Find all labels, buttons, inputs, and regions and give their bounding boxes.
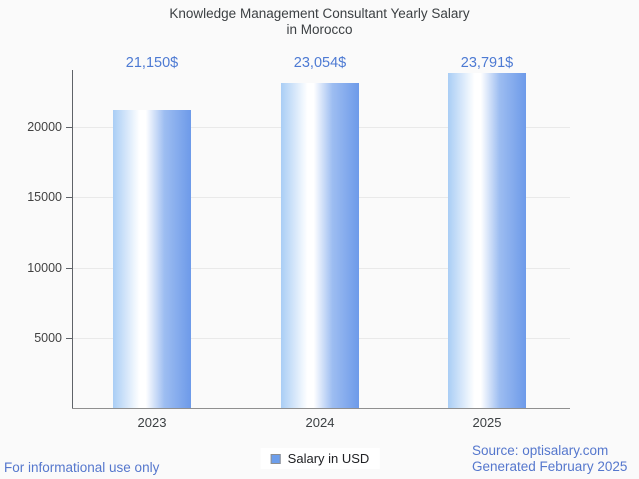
- legend-marker-icon: [270, 453, 281, 464]
- bar-2024: [281, 83, 359, 408]
- y-axis-label-15000: 15000: [27, 190, 62, 204]
- chart-title-line2: in Morocco: [286, 22, 353, 37]
- source-text: Source: optisalary.com: [472, 443, 609, 458]
- y-tick-10000: [66, 268, 73, 269]
- chart-title: Knowledge Management Consultant Yearly S…: [0, 6, 639, 38]
- bar-value-label-2025: 23,791$: [460, 55, 514, 71]
- x-axis-label-2025: 2025: [472, 415, 502, 430]
- bar-2025: [448, 73, 526, 408]
- y-tick-20000: [66, 127, 73, 128]
- y-axis-label-10000: 10000: [27, 261, 62, 275]
- attribution: Source: optisalary.com Generated Februar…: [472, 443, 627, 475]
- disclaimer-text: For informational use only: [4, 460, 160, 475]
- y-tick-5000: [66, 338, 73, 339]
- x-axis-line: [72, 408, 570, 409]
- y-axis-label-5000: 5000: [34, 331, 62, 345]
- bar-value-label-2024: 23,054$: [293, 55, 347, 71]
- x-axis-label-2023: 2023: [137, 415, 167, 430]
- bar-2023: [113, 110, 191, 408]
- y-axis-label-20000: 20000: [27, 120, 62, 134]
- legend-label: Salary in USD: [287, 451, 370, 466]
- chart-title-line1: Knowledge Management Consultant Yearly S…: [169, 6, 470, 21]
- x-axis-label-2024: 2024: [305, 415, 335, 430]
- legend: Salary in USD: [260, 448, 380, 469]
- y-tick-15000: [66, 197, 73, 198]
- y-axis-line: [72, 70, 73, 408]
- generated-text: Generated February 2025: [472, 459, 628, 474]
- bar-value-label-2023: 21,150$: [125, 55, 179, 71]
